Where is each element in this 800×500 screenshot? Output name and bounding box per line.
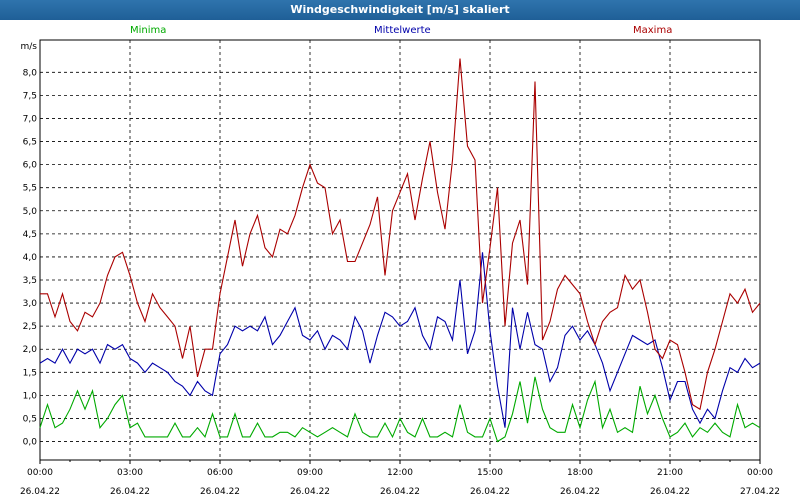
x-tick-date: 27.04.22 [740, 487, 780, 497]
x-tick-time: 06:00 [207, 468, 233, 478]
x-tick-time: 21:00 [657, 468, 683, 478]
x-tick-time: 03:00 [117, 468, 143, 478]
y-tick-label: 3,5 [23, 276, 37, 286]
y-tick-label: 1,0 [23, 391, 38, 401]
y-tick-label: 5,0 [23, 207, 38, 217]
y-tick-label: 3,0 [23, 299, 38, 309]
series-line-mittelwerte [39, 252, 761, 428]
y-tick-label: 0,5 [23, 414, 37, 424]
x-tick-time: 09:00 [297, 468, 323, 478]
y-tick-label: 7,5 [23, 91, 37, 101]
legend-maxima: Maxima [633, 25, 673, 36]
x-tick-date: 26.04.22 [470, 487, 510, 497]
x-tick-date: 26.04.22 [560, 487, 600, 497]
chart-title: Windgeschwindigkeit [m/s] skaliert [0, 0, 800, 20]
x-tick-time: 18:00 [567, 468, 593, 478]
y-axis-unit: m/s [21, 42, 38, 52]
y-tick-label: 5,5 [23, 184, 37, 194]
series-line-maxima [40, 58, 761, 411]
y-tick-label: 2,0 [23, 345, 38, 355]
x-tick-date: 26.04.22 [110, 487, 150, 497]
y-tick-label: 4,5 [23, 230, 37, 240]
y-tick-label: 6,0 [23, 161, 38, 171]
legend-mittelwerte: Mittelwerte [374, 25, 431, 36]
y-tick-label: 1,5 [23, 368, 37, 378]
y-tick-label: 4,0 [23, 253, 38, 263]
legend-minima: Minima [130, 25, 167, 36]
x-tick-date: 26.04.22 [290, 487, 330, 497]
x-tick-time: 00:00 [27, 468, 53, 478]
x-tick-date: 26.04.22 [20, 487, 60, 497]
x-tick-date: 26.04.22 [200, 487, 240, 497]
series-line-minima [39, 376, 761, 443]
y-tick-label: 8,0 [23, 68, 38, 78]
y-tick-label: 0,0 [23, 438, 38, 448]
y-tick-label: 2,5 [23, 322, 37, 332]
y-tick-label: 6,5 [23, 138, 37, 148]
x-tick-date: 26.04.22 [650, 487, 690, 497]
x-tick-date: 26.04.22 [380, 487, 420, 497]
x-tick-time: 00:00 [747, 468, 773, 478]
y-tick-label: 7,0 [23, 114, 38, 124]
x-tick-time: 12:00 [387, 468, 413, 478]
x-tick-time: 15:00 [477, 468, 503, 478]
